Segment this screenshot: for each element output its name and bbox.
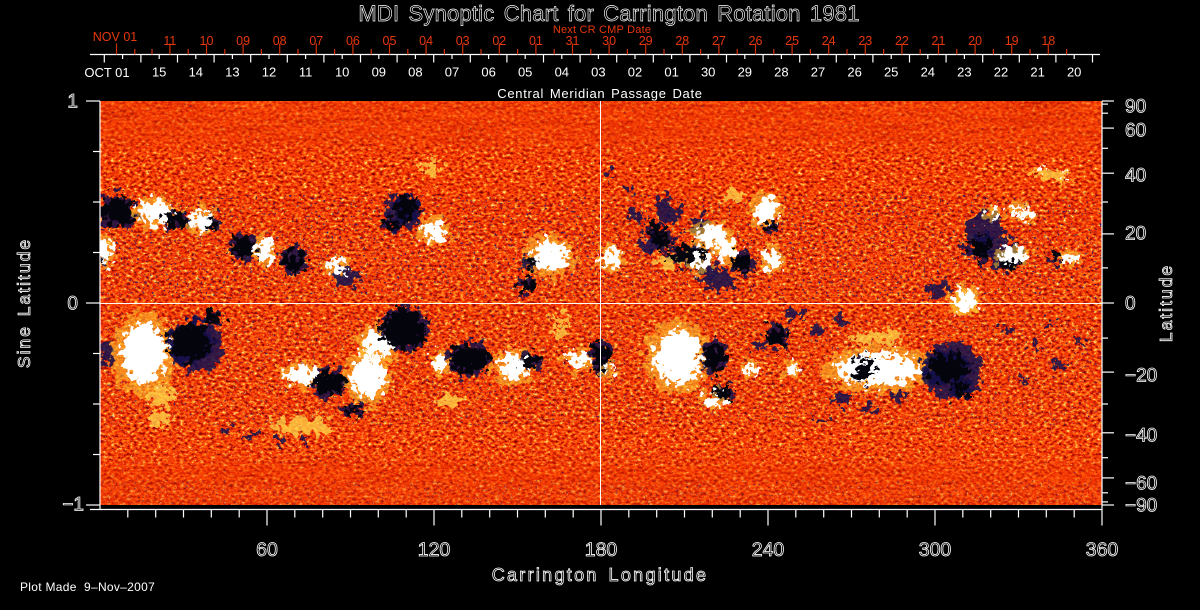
- svg-text:06: 06: [346, 34, 360, 48]
- svg-text:OCT 01: OCT 01: [84, 65, 129, 80]
- svg-text:18: 18: [1041, 34, 1055, 48]
- svg-text:360: 360: [1086, 539, 1119, 561]
- svg-text:−40: −40: [1125, 426, 1157, 447]
- svg-text:14: 14: [189, 65, 203, 80]
- svg-text:02: 02: [492, 34, 506, 48]
- svg-text:27: 27: [811, 65, 825, 80]
- svg-text:25: 25: [785, 34, 799, 48]
- svg-text:24: 24: [822, 34, 836, 48]
- svg-text:Plot Made 9–Nov–2007: Plot Made 9–Nov–2007: [20, 580, 155, 594]
- svg-text:Carrington Longitude: Carrington Longitude: [492, 565, 709, 585]
- svg-text:08: 08: [273, 34, 287, 48]
- svg-text:01: 01: [664, 65, 678, 80]
- svg-text:03: 03: [456, 34, 470, 48]
- svg-text:26: 26: [749, 34, 763, 48]
- svg-text:20: 20: [1067, 65, 1081, 80]
- svg-text:15: 15: [152, 65, 166, 80]
- svg-text:05: 05: [518, 65, 532, 80]
- svg-text:0: 0: [1125, 294, 1136, 315]
- svg-text:01: 01: [529, 34, 543, 48]
- svg-text:11: 11: [299, 65, 313, 80]
- svg-text:02: 02: [628, 65, 642, 80]
- svg-text:27: 27: [712, 34, 726, 48]
- svg-text:60: 60: [256, 539, 278, 561]
- svg-text:MDI Synoptic Chart for Carring: MDI Synoptic Chart for Carrington Rotati…: [358, 1, 859, 26]
- svg-text:25: 25: [884, 65, 898, 80]
- svg-text:28: 28: [774, 65, 788, 80]
- svg-text:09: 09: [236, 34, 250, 48]
- svg-text:26: 26: [847, 65, 861, 80]
- svg-text:22: 22: [895, 34, 909, 48]
- svg-text:08: 08: [408, 65, 422, 80]
- svg-text:24: 24: [921, 65, 935, 80]
- svg-text:−90: −90: [1125, 496, 1157, 517]
- svg-text:90: 90: [1125, 97, 1146, 118]
- svg-text:03: 03: [591, 65, 605, 80]
- svg-text:06: 06: [481, 65, 495, 80]
- svg-text:11: 11: [163, 34, 176, 48]
- svg-text:23: 23: [858, 34, 872, 48]
- svg-text:12: 12: [262, 65, 276, 80]
- svg-text:04: 04: [555, 65, 569, 80]
- svg-text:Latitude: Latitude: [1156, 264, 1176, 342]
- svg-text:21: 21: [1030, 65, 1044, 80]
- svg-text:31: 31: [566, 34, 580, 48]
- svg-text:1: 1: [67, 92, 78, 113]
- svg-text:13: 13: [225, 65, 239, 80]
- svg-text:19: 19: [1005, 34, 1019, 48]
- svg-text:30: 30: [701, 65, 715, 80]
- svg-text:20: 20: [968, 34, 982, 48]
- svg-text:−1: −1: [62, 495, 84, 516]
- svg-text:21: 21: [932, 34, 946, 48]
- svg-text:Next CR CMP Date: Next CR CMP Date: [553, 24, 651, 36]
- svg-text:Sine Latitude: Sine Latitude: [14, 238, 34, 368]
- svg-text:29: 29: [639, 34, 653, 48]
- svg-text:07: 07: [309, 34, 323, 48]
- svg-text:05: 05: [383, 34, 397, 48]
- svg-text:09: 09: [372, 65, 386, 80]
- svg-text:20: 20: [1125, 224, 1146, 245]
- svg-text:180: 180: [585, 539, 618, 561]
- svg-text:23: 23: [957, 65, 971, 80]
- svg-text:10: 10: [335, 65, 349, 80]
- svg-text:Central Meridian Passage Date: Central Meridian Passage Date: [497, 86, 702, 101]
- svg-text:10: 10: [200, 34, 214, 48]
- svg-text:40: 40: [1125, 166, 1146, 187]
- svg-text:07: 07: [445, 65, 459, 80]
- svg-text:22: 22: [994, 65, 1008, 80]
- svg-text:28: 28: [675, 34, 689, 48]
- svg-text:60: 60: [1125, 121, 1146, 142]
- svg-text:04: 04: [419, 34, 433, 48]
- svg-text:30: 30: [602, 34, 616, 48]
- svg-text:0: 0: [67, 294, 78, 315]
- svg-text:NOV 01: NOV 01: [93, 30, 138, 44]
- svg-text:300: 300: [919, 539, 952, 561]
- svg-text:−60: −60: [1125, 474, 1157, 495]
- svg-text:240: 240: [752, 539, 785, 561]
- svg-text:29: 29: [738, 65, 752, 80]
- svg-text:120: 120: [418, 539, 451, 561]
- svg-text:−20: −20: [1125, 366, 1157, 387]
